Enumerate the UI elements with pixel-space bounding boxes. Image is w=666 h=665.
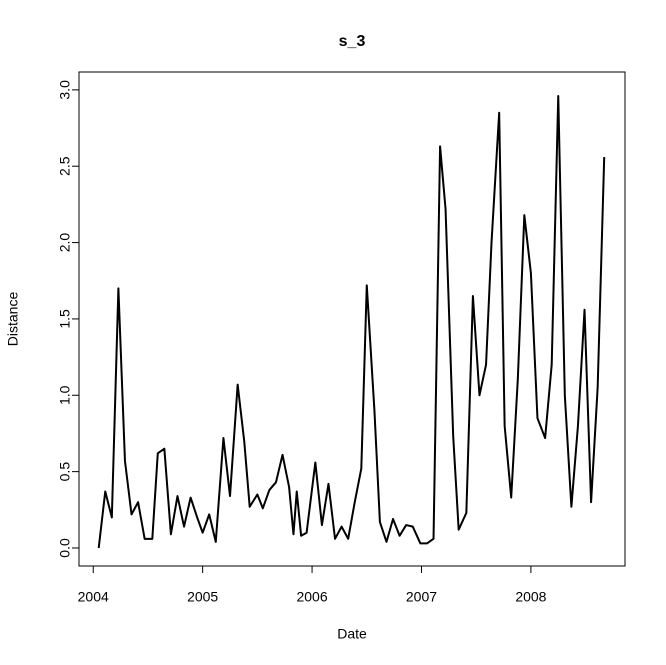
y-tick-label: 0.0 xyxy=(57,538,73,558)
x-tick-label: 2007 xyxy=(406,589,437,605)
plot-frame xyxy=(78,71,626,567)
y-tick-label: 2.5 xyxy=(57,156,73,176)
data-line xyxy=(97,94,606,549)
chart-title: s_3 xyxy=(339,33,366,50)
x-tick-label: 2005 xyxy=(187,589,218,605)
y-tick-label: 3.0 xyxy=(57,80,73,100)
x-tick-label: 2008 xyxy=(515,589,546,605)
y-tick-label: 1.0 xyxy=(57,385,73,405)
x-axis-label: Date xyxy=(337,626,367,642)
x-tick-label: 2004 xyxy=(78,589,109,605)
y-tick-label: 2.0 xyxy=(57,233,73,253)
y-tick-label: 0.5 xyxy=(57,462,73,482)
x-tick-label: 2006 xyxy=(296,589,327,605)
y-tick-label: 1.5 xyxy=(57,309,73,329)
y-axis-label: Distance xyxy=(5,292,21,347)
